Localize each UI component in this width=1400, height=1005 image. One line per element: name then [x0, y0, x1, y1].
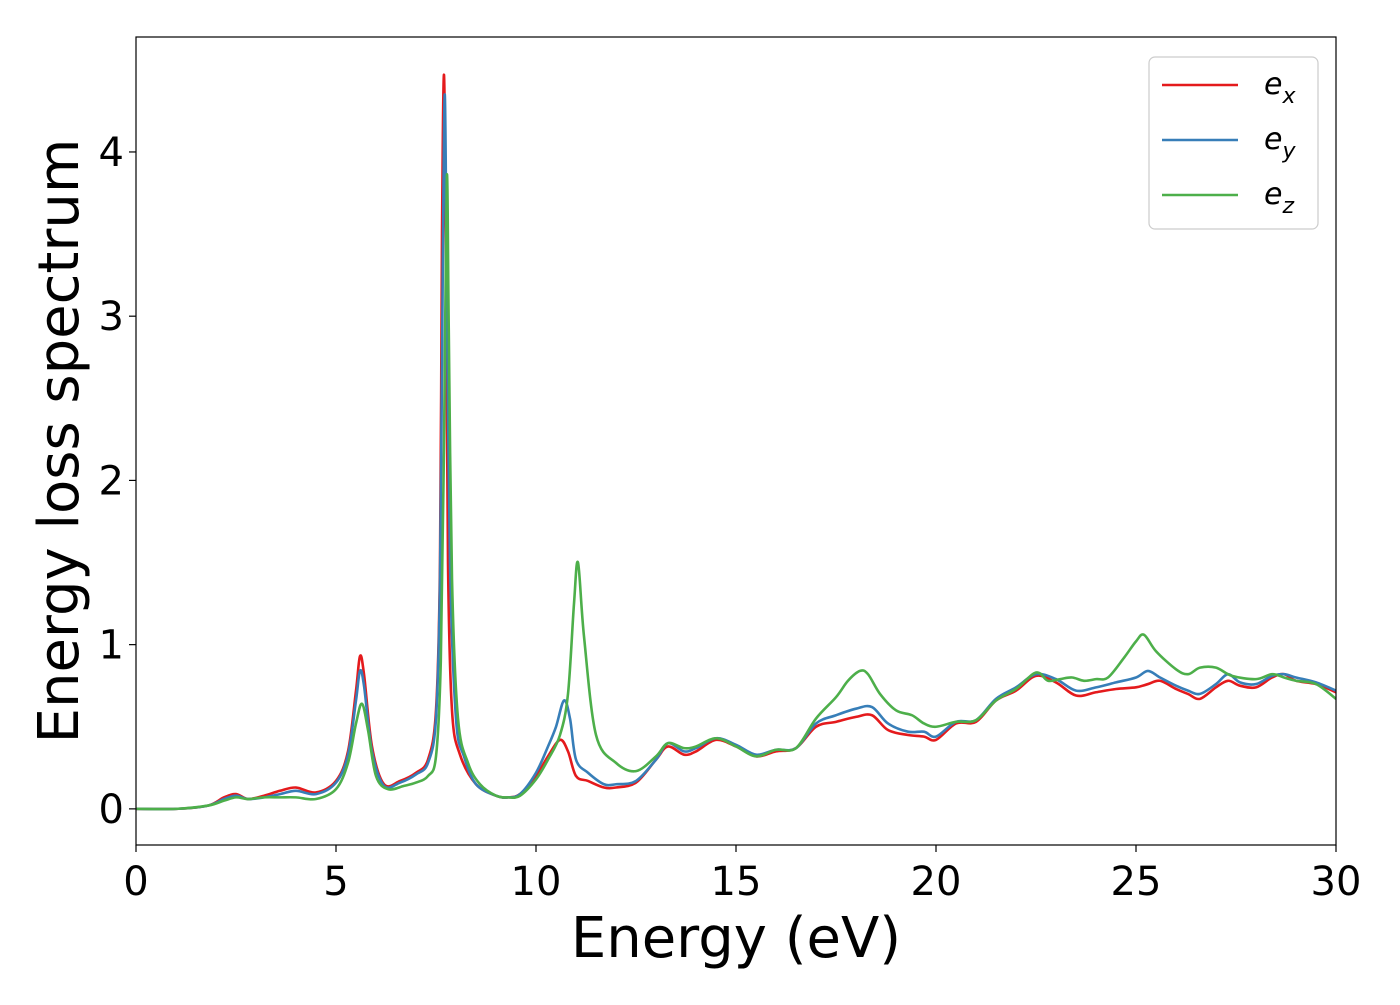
- y-tick-label: 0: [99, 787, 124, 833]
- series-line-z: [136, 173, 1336, 811]
- x-tick-label: 15: [711, 859, 762, 905]
- y-tick-label: 3: [99, 294, 124, 340]
- x-tick-label: 25: [1111, 859, 1162, 905]
- y-axis-title: Energy loss spectrum: [27, 139, 92, 744]
- legend-label-y: ey: [1264, 122, 1296, 164]
- y-tick-label: 4: [99, 130, 124, 176]
- legend-label-z: ez: [1264, 177, 1294, 219]
- x-axis-title: Energy (eV): [571, 906, 901, 971]
- legend-box: [1148, 56, 1319, 230]
- y-tick-label: 1: [99, 623, 124, 669]
- series-layer: [136, 73, 1336, 811]
- legend: ex ey ez: [1148, 56, 1319, 230]
- legend-label-x: ex: [1264, 67, 1296, 109]
- y-axis: 0 1 2 3 4: [99, 130, 136, 833]
- series-line-y: [136, 93, 1336, 811]
- x-tick-label: 0: [123, 859, 148, 905]
- series-line-x: [136, 73, 1336, 811]
- y-tick-label: 2: [99, 458, 124, 504]
- x-tick-label: 5: [323, 859, 348, 905]
- x-tick-label: 30: [1311, 859, 1362, 905]
- x-tick-label: 20: [911, 859, 962, 905]
- x-tick-label: 10: [511, 859, 562, 905]
- x-axis: 0 5 10 15 20 25 30: [123, 845, 1361, 905]
